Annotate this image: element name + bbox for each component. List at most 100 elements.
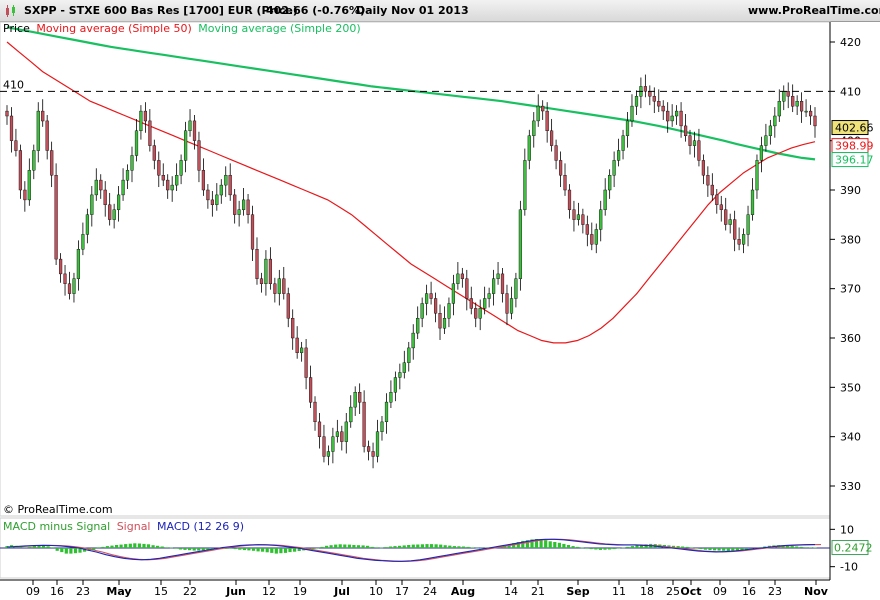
macd-hist-bar (534, 539, 539, 548)
macd-hist-bar (790, 546, 794, 548)
candle-body (63, 273, 67, 284)
x-tick-label: 09 (26, 585, 40, 598)
candle-body (90, 194, 94, 215)
macd-hist-bar (23, 547, 27, 548)
candle-body (474, 308, 478, 319)
candle-body (384, 401, 389, 423)
reference-label: 410 (3, 78, 24, 91)
candle-body (76, 248, 80, 279)
x-tick-label: 24 (423, 585, 437, 598)
candle-body (112, 209, 116, 220)
candle-body (697, 140, 701, 161)
ma200-path (6, 26, 816, 161)
y-tick-label: 360 (840, 332, 861, 345)
macd-hist-bar (466, 546, 470, 548)
x-tick-label: Nov (804, 585, 829, 598)
candle-body (215, 194, 219, 205)
instrument-name: SXPP - STXE 600 Bas Res [1700] EUR (Pric… (24, 4, 298, 17)
macd-hist-bar (37, 545, 41, 548)
x-tick-label: 09 (713, 585, 727, 598)
candle-body (340, 431, 344, 442)
macd-hist-bar (55, 548, 59, 551)
macd-hist-bar (461, 546, 466, 548)
candle-body (250, 214, 255, 250)
last-price-tag-box (831, 120, 869, 136)
candle-body (157, 160, 161, 176)
candle-body (594, 229, 598, 245)
macd-hist-bar (178, 548, 183, 550)
x-tick-label: 17 (395, 585, 409, 598)
site-link[interactable]: www.ProRealTime.com (748, 4, 880, 17)
macd-hist-bar (320, 546, 324, 548)
candle-body (523, 160, 527, 210)
macd-hist-bar (571, 546, 575, 548)
candle-body (407, 347, 411, 363)
candle-body (9, 115, 14, 141)
candle-body (304, 347, 308, 378)
candle-body (322, 436, 326, 457)
candle-body (786, 91, 790, 97)
candle-body (219, 184, 223, 196)
macd-hist-bar (325, 545, 329, 548)
macd-hist-bar (51, 547, 55, 548)
signal-line (12, 538, 822, 562)
candle-body (183, 130, 188, 161)
candle-body (621, 135, 625, 151)
macd-hist-bar (142, 543, 146, 548)
legend: Price Moving average (Simple 50) Moving … (3, 22, 361, 35)
candle-body (241, 199, 246, 210)
x-tick-label: 10 (369, 585, 383, 598)
x-tick-label: 23 (76, 585, 90, 598)
macd-hist-bar (338, 544, 342, 548)
macd-hist-bar (439, 544, 443, 548)
candle-body (210, 199, 214, 205)
candle-body (353, 392, 357, 408)
macd-hist-bar (247, 548, 251, 551)
macd-hist-bar (361, 545, 365, 548)
candle-body (492, 278, 496, 294)
candle-body (688, 135, 692, 146)
macd-hist-bar (576, 546, 580, 548)
candle-body (625, 120, 630, 136)
x-tick-label: 15 (154, 585, 168, 598)
macd-hist-bar (434, 544, 438, 548)
ma50-path (6, 41, 816, 344)
macd-y-tick-label: 10 (840, 523, 854, 536)
candle-body (282, 278, 286, 294)
macd-hist-bar (297, 548, 301, 551)
candle-body (268, 258, 272, 285)
macd-hist-bar (201, 548, 205, 551)
candle-body (518, 209, 522, 279)
macd-hist-bar (41, 545, 46, 548)
candle-body (692, 140, 697, 146)
candle-body (737, 239, 741, 245)
y-tick-label: 390 (840, 184, 861, 197)
candle-body (420, 303, 424, 319)
macd-hist-bar (28, 546, 32, 548)
candle-body (567, 189, 572, 210)
macd-hist-bar (206, 548, 210, 551)
candle-body (572, 209, 576, 220)
candle-body (576, 214, 580, 220)
candle-body (483, 298, 487, 309)
macd-hist-bar (119, 544, 123, 548)
macd-hist-bar (32, 545, 36, 548)
candle-body (608, 174, 612, 191)
candle-body (755, 160, 759, 191)
macd-hist-bar (92, 548, 96, 550)
candle-body (362, 401, 366, 447)
candle-body (134, 130, 139, 156)
candle-body (599, 209, 603, 230)
macd-tag-box (831, 540, 869, 556)
macd-hist-bar (507, 544, 511, 548)
candle-body (41, 110, 45, 122)
macd-hist-bar (398, 545, 402, 548)
candle-body (541, 105, 545, 112)
macd-hist-bar (608, 548, 612, 550)
candle-body (505, 293, 509, 314)
candle-body (804, 110, 808, 113)
candle-body (246, 199, 250, 215)
candle-body (139, 110, 143, 131)
